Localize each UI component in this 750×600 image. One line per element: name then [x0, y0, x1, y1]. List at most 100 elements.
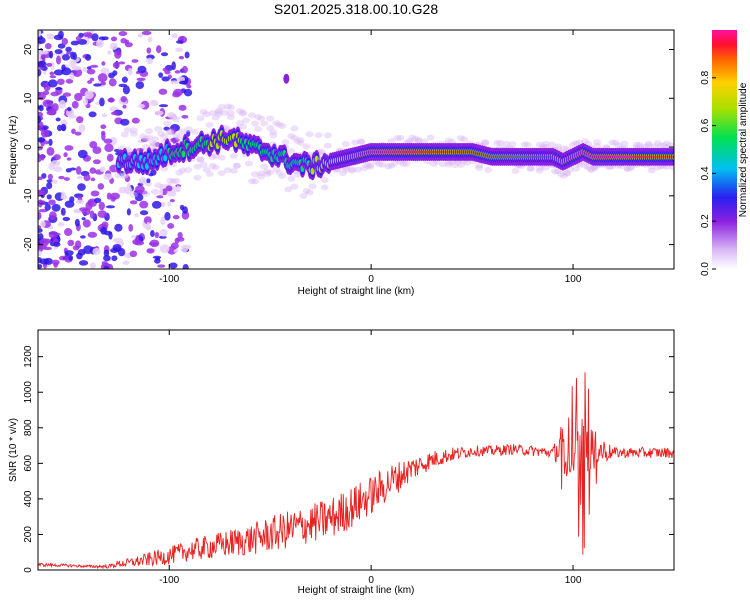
noise-blob: [97, 210, 107, 218]
ridge-haze: [202, 166, 211, 173]
ridge-haze: [138, 133, 147, 140]
ridge-haze: [293, 138, 302, 145]
noise-blob: [38, 250, 42, 256]
ridge-haze: [662, 140, 671, 147]
snr-ytick-label: 800: [23, 419, 34, 436]
noise-blob: [119, 170, 125, 177]
ridge-haze: [172, 132, 181, 139]
ridge-haze: [169, 178, 178, 185]
noise-blob: [126, 182, 131, 192]
ridge-haze: [172, 177, 181, 184]
ridge-haze: [123, 126, 132, 133]
ridge-haze: [226, 114, 235, 121]
ridge-haze: [166, 177, 175, 184]
ridge-haze: [166, 128, 175, 135]
ridge-haze: [175, 134, 184, 141]
ridge-haze: [323, 142, 332, 149]
ridge-haze: [163, 120, 172, 127]
noise-blob: [154, 142, 161, 148]
noise-blob: [90, 64, 99, 68]
noise-blob: [173, 88, 183, 97]
ridge-haze: [308, 183, 317, 190]
noise-blob: [97, 73, 108, 83]
noise-blob: [128, 223, 134, 232]
noise-blob: [50, 160, 61, 167]
noise-blob: [186, 84, 192, 89]
noise-blob: [90, 177, 96, 182]
noise-blob: [178, 55, 185, 60]
noise-blob: [38, 60, 47, 68]
noise-blob: [87, 231, 98, 238]
ridge-haze: [142, 190, 151, 197]
ridge-haze: [653, 140, 662, 147]
noise-blob: [51, 179, 58, 184]
ridge-haze: [593, 139, 602, 146]
ridge-haze: [172, 116, 181, 123]
noise-blob: [101, 132, 106, 141]
colorbar-tick-label: 0.0: [700, 262, 711, 276]
noise-blob: [151, 200, 162, 209]
ridge-haze: [114, 172, 123, 179]
noise-blob: [78, 260, 89, 266]
noise-blob: [65, 51, 72, 55]
noise-blob: [69, 72, 75, 80]
noise-blob: [89, 210, 95, 219]
noise-blob: [154, 232, 160, 238]
ridge-haze: [193, 163, 202, 170]
ridge-haze: [475, 164, 484, 171]
ridge-haze: [302, 187, 311, 194]
ridge-haze: [444, 137, 453, 144]
noise-blob: [89, 77, 95, 82]
noise-blob: [63, 177, 70, 181]
ridge-haze: [175, 169, 184, 176]
ridge-inner: [163, 154, 168, 162]
snr-ytick-label: 0: [23, 567, 34, 573]
noise-blob: [106, 153, 114, 162]
ridge-haze: [129, 130, 138, 137]
noise-blob: [99, 97, 105, 107]
noise-blob: [155, 256, 161, 261]
noise-blob: [62, 216, 70, 222]
noise-blob: [70, 40, 80, 46]
noise-blob: [67, 239, 75, 247]
ridge-haze: [620, 140, 629, 147]
spectrogram-ytick-label: 0: [23, 144, 34, 150]
ridge-haze: [387, 138, 396, 145]
noise-blob: [122, 85, 131, 95]
noise-blob: [38, 138, 46, 142]
noise-blob: [54, 49, 63, 55]
ridge-haze: [323, 132, 332, 139]
noise-blob: [154, 110, 164, 116]
noise-blob: [157, 264, 166, 268]
noise-blob: [118, 186, 128, 194]
ridge-haze: [254, 113, 263, 120]
noise-blob: [38, 225, 42, 229]
ridge-haze: [547, 141, 556, 148]
noise-blob: [87, 200, 94, 204]
snr-series-line: [38, 372, 674, 570]
ridge-haze: [266, 125, 275, 132]
noise-blob: [156, 195, 164, 199]
ridge-haze: [456, 135, 465, 142]
figure-title: S201.2025.318.00.10.G28: [274, 1, 438, 17]
noise-blob: [70, 51, 75, 60]
noise-blob: [83, 245, 93, 255]
ridge-haze: [587, 166, 596, 173]
noise-blob: [38, 227, 43, 233]
noise-blob: [167, 223, 175, 229]
ridge-haze: [281, 139, 290, 146]
ridge-haze: [390, 160, 399, 167]
ridge-haze: [275, 121, 284, 128]
ridge-haze: [220, 109, 229, 116]
ridge-haze: [305, 131, 314, 138]
ridge-haze: [562, 170, 571, 177]
noise-blob: [76, 175, 83, 180]
noise-blob: [135, 81, 145, 90]
ridge-haze: [257, 115, 266, 122]
ridge-haze: [541, 140, 550, 147]
noise-blob: [53, 69, 64, 76]
colorbar-tick-label: 0.2: [700, 214, 711, 228]
noise-blob: [38, 154, 42, 163]
noise-blob: [88, 111, 97, 118]
